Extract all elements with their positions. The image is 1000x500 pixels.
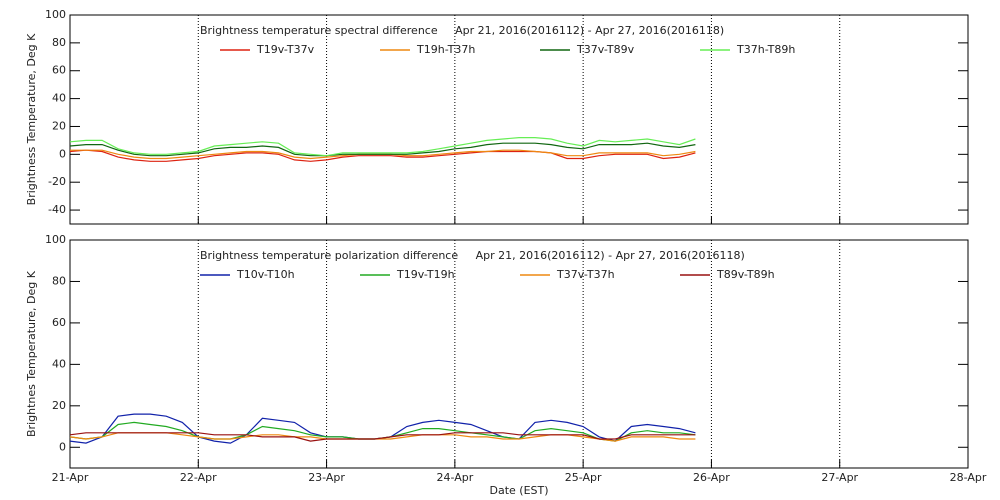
y-axis-label: Brightness Temperature, Deg K [25, 33, 38, 205]
y-tick-label: 80 [52, 274, 66, 287]
x-tick-label: 28-Apr [950, 471, 987, 484]
legend-label: T19v-T19h [396, 268, 455, 281]
y-tick-label: -20 [48, 175, 66, 188]
y-tick-label: 100 [45, 8, 66, 21]
series-line [69, 432, 696, 442]
legend-label: T89v-T89h [716, 268, 775, 281]
y-tick-label: -40 [48, 203, 66, 216]
y-tick-label: 80 [52, 36, 66, 49]
legend-label: T37h-T89h [736, 43, 795, 56]
y-tick-label: 20 [52, 399, 66, 412]
y-tick-label: 0 [59, 440, 66, 453]
legend-label: T37v-T89v [576, 43, 635, 56]
x-tick-label: 22-Apr [180, 471, 217, 484]
legend-label: T19v-T37v [256, 43, 315, 56]
x-tick-label: 25-Apr [565, 471, 602, 484]
y-tick-label: 60 [52, 316, 66, 329]
series-line [69, 137, 696, 157]
legend-label: T19h-T37h [416, 43, 475, 56]
series-line [69, 432, 696, 442]
x-tick-label: 21-Apr [52, 471, 89, 484]
y-tick-label: 20 [52, 119, 66, 132]
y-tick-label: 0 [59, 147, 66, 160]
y-tick-label: 40 [52, 92, 66, 105]
legend-label: T37v-T37h [556, 268, 615, 281]
x-axis-label: Date (EST) [489, 484, 548, 497]
x-tick-label: 24-Apr [436, 471, 473, 484]
plot-frame [69, 14, 969, 225]
x-tick-label: 27-Apr [821, 471, 858, 484]
x-tick-label: 26-Apr [693, 471, 730, 484]
series-line [69, 142, 696, 157]
chart-title: Brightness temperature spectral differen… [200, 24, 724, 37]
series-line [69, 149, 696, 162]
y-axis-label: Brightnes Temperature, Deg K [25, 270, 38, 437]
legend-label: T10v-T10h [236, 268, 295, 281]
y-tick-label: 40 [52, 357, 66, 370]
x-tick-label: 23-Apr [308, 471, 345, 484]
chart-title: Brightness temperature polarization diff… [200, 249, 745, 262]
y-tick-label: 100 [45, 233, 66, 246]
y-tick-label: 60 [52, 64, 66, 77]
